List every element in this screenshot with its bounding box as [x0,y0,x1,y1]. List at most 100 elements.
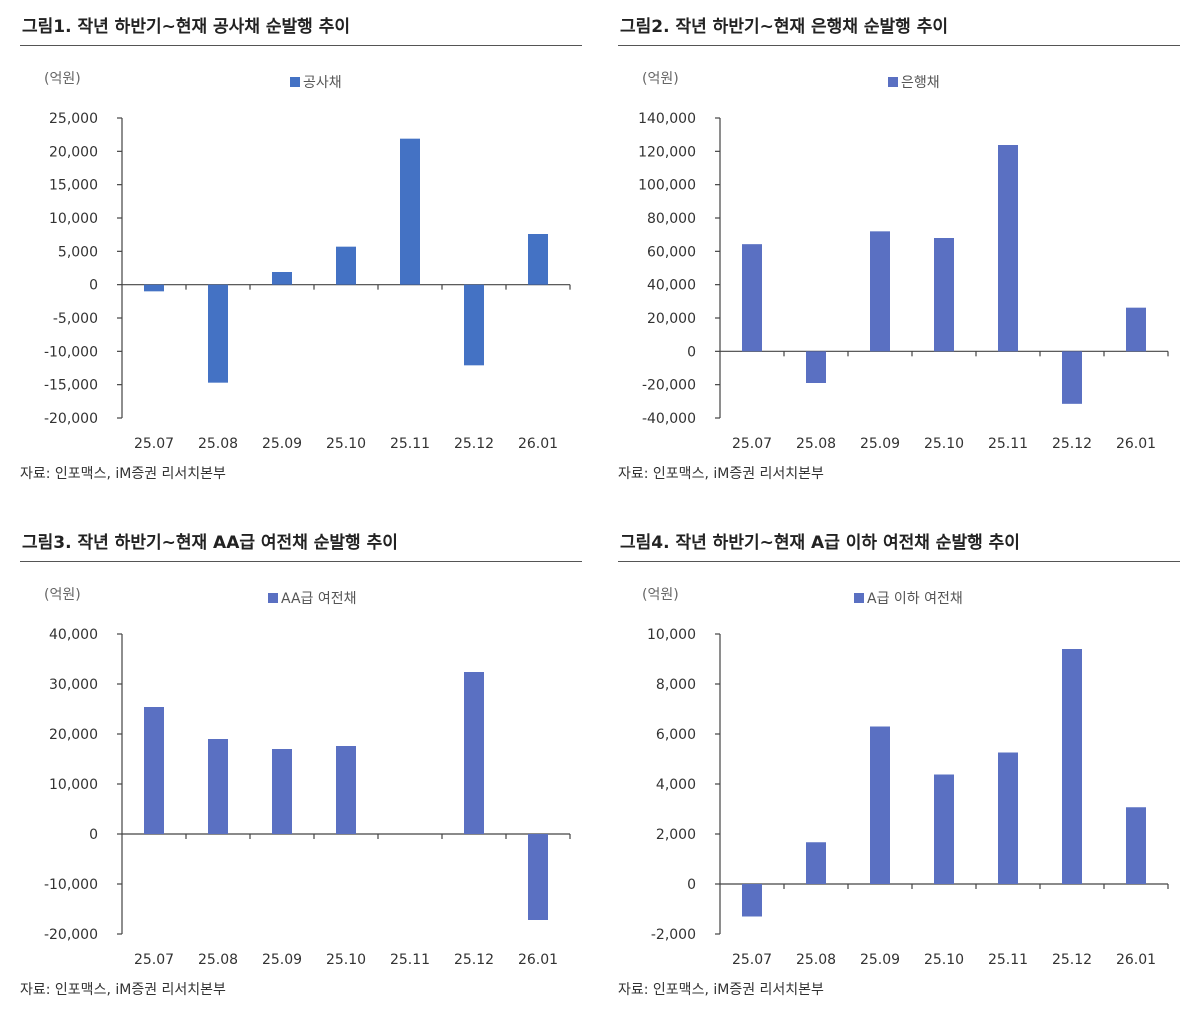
x-tick-label: 26.01 [1116,436,1156,452]
chart-title: 그림4. 작년 하반기~현재 A급 이하 여전채 순발행 추이 [620,533,1020,553]
legend-label: A급 이하 여전채 [867,591,963,607]
unit-label: (억원) [642,71,679,87]
x-tick-label: 26.01 [518,436,558,452]
x-tick-label: 25.10 [326,436,366,452]
bar-26.01 [1126,807,1146,884]
bar-25.07 [742,244,762,352]
x-tick-label: 25.08 [198,436,238,452]
bar-25.09 [272,749,292,834]
title-rule [618,561,1180,562]
y-tick-label: 0 [89,278,98,294]
x-tick-label: 25.11 [390,436,430,452]
x-tick-label: 25.09 [262,952,302,968]
bar-25.07 [144,284,164,292]
x-tick-label: 25.07 [134,436,174,452]
y-tick-label: 40,000 [647,278,696,294]
legend-swatch [888,77,898,87]
y-tick-label: -20,000 [44,411,98,427]
legend: 은행채 [888,72,940,92]
bar-25.11 [998,752,1018,884]
y-tick-label: -20,000 [642,378,696,394]
legend-swatch [268,593,278,603]
y-tick-label: 120,000 [638,144,696,160]
bar-25.10 [336,746,356,834]
bar-chart: -20,000 -10,000 0 10,000 20,000 30,000 40,000 2… [44,627,571,968]
source-note: 자료: 인포맥스, iM증권 리서치본부 [618,466,824,482]
bar-25.11 [998,145,1018,352]
bar-25.09 [870,231,890,352]
bar-26.01 [528,234,548,285]
bar-25.10 [934,238,954,352]
x-tick-label: 25.10 [924,952,964,968]
legend-label: AA급 여전채 [281,591,357,607]
y-tick-label: -2,000 [651,927,696,943]
y-tick-label: 20,000 [49,727,98,743]
bar-25.12 [464,284,484,366]
title-rule [20,45,582,46]
x-tick-label: 25.08 [198,952,238,968]
bar-25.08 [208,739,228,834]
x-tick-label: 25.09 [860,952,900,968]
x-tick-label: 25.12 [1052,952,1092,968]
title-rule [20,561,582,562]
unit-label: (억원) [642,587,679,603]
x-tick-label: 25.10 [326,952,366,968]
bar-25.12 [1062,351,1082,404]
legend-swatch [290,77,300,87]
chart-title: 그림3. 작년 하반기~현재 AA급 여전채 순발행 추이 [22,533,398,553]
chart-panel-2: 그림2. 작년 하반기~현재 은행채 순발행 추이 (억원) 은행채 -40,0… [598,0,1188,505]
y-tick-label: 2,000 [656,827,696,843]
y-tick-label: -20,000 [44,927,98,943]
bar-26.01 [528,834,548,920]
legend: A급 이하 여전채 [854,588,963,608]
x-tick-label: 25.08 [796,952,836,968]
y-tick-label: -10,000 [44,877,98,893]
source-note: 자료: 인포맥스, iM증권 리서치본부 [618,982,824,998]
y-tick-label: 10,000 [647,627,696,643]
bar-25.08 [208,284,228,383]
y-tick-label: 20,000 [49,144,98,160]
y-tick-label: 8,000 [656,677,696,693]
x-tick-label: 25.12 [454,436,494,452]
x-tick-label: 25.12 [454,952,494,968]
y-tick-label: 0 [687,877,696,893]
bar-chart: -40,000 -20,000 0 20,000 40,000 60,000 80,000 1… [638,111,1169,452]
bar-25.12 [464,672,484,834]
y-tick-label: 140,000 [638,111,696,127]
x-tick-label: 25.08 [796,436,836,452]
y-tick-label: 25,000 [49,111,98,127]
chart-panel-4: 그림4. 작년 하반기~현재 A급 이하 여전채 순발행 추이 (억원) A급 … [598,516,1188,1021]
x-tick-label: 25.07 [134,952,174,968]
legend: 공사채 [290,72,342,92]
y-tick-label: 6,000 [656,727,696,743]
bar-25.11 [400,138,420,285]
chart-panel-3: 그림3. 작년 하반기~현재 AA급 여전채 순발행 추이 (억원) AA급 여… [0,516,590,1021]
bar-25.09 [870,726,890,884]
bar-25.10 [934,774,954,884]
x-tick-label: 26.01 [518,952,558,968]
x-tick-label: 25.11 [988,436,1028,452]
y-tick-label: -10,000 [44,344,98,360]
x-tick-label: 26.01 [1116,952,1156,968]
y-tick-label: 0 [687,344,696,360]
bar-25.08 [806,842,826,884]
bar-chart: -20,000 -15,000 -10,000 -5,000 0 5,000 10,000 1… [44,111,571,452]
bar-25.09 [272,272,292,285]
x-tick-label: 25.09 [860,436,900,452]
bar-25.07 [742,884,762,917]
y-tick-label: 60,000 [647,244,696,260]
chart-title: 그림1. 작년 하반기~현재 공사채 순발행 추이 [22,17,351,37]
y-tick-label: 5,000 [58,244,98,260]
x-tick-label: 25.09 [262,436,302,452]
source-note: 자료: 인포맥스, iM증권 리서치본부 [20,466,226,482]
legend-label: 은행채 [901,75,940,91]
y-tick-label: 10,000 [49,211,98,227]
title-rule [618,45,1180,46]
y-tick-label: 80,000 [647,211,696,227]
bar-26.01 [1126,307,1146,352]
y-tick-label: 15,000 [49,178,98,194]
y-tick-label: 4,000 [656,777,696,793]
legend-swatch [854,593,864,603]
legend: AA급 여전채 [268,588,357,608]
bar-25.08 [806,351,826,383]
